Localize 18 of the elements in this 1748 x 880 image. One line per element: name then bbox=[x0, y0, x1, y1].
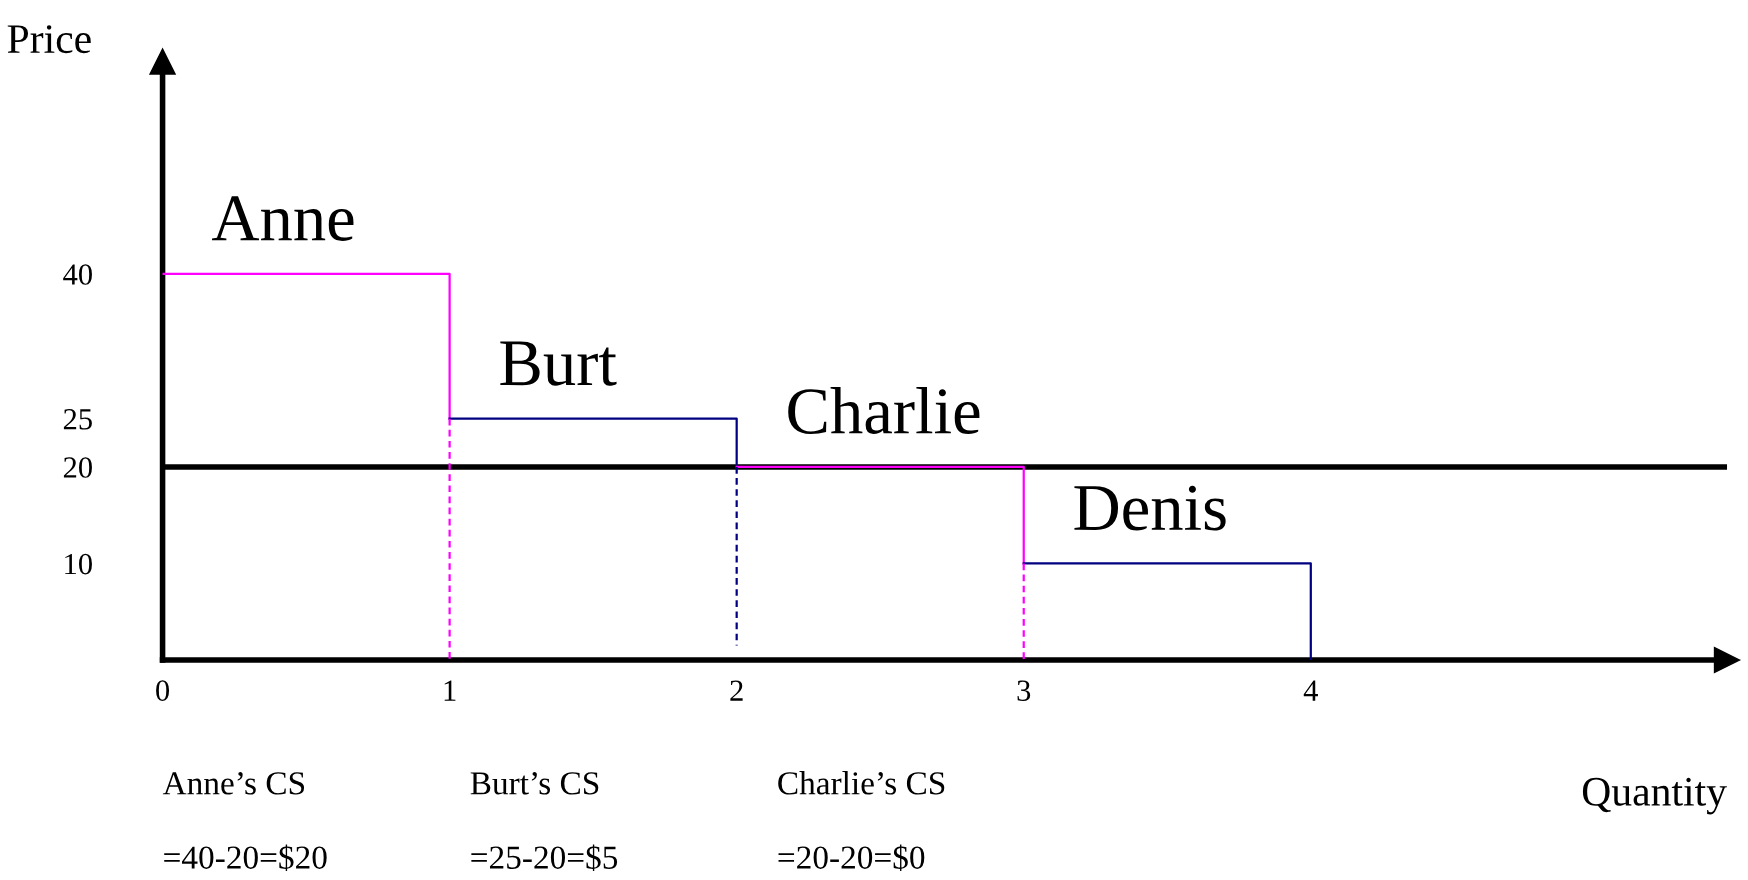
x-tick-label: 0 bbox=[156, 680, 170, 701]
y-tick-label: 10 bbox=[65, 553, 92, 575]
text: Burt’s CS =25-20=$5 bbox=[470, 772, 618, 872]
y-tick-label: 20 bbox=[63, 457, 92, 478]
series-label: Burt bbox=[500, 341, 617, 386]
y-tick-label: 25 bbox=[63, 409, 92, 430]
series-label: Denis bbox=[1074, 485, 1226, 531]
x-tick-label: 3 bbox=[1017, 680, 1031, 701]
x-tick-label: 4 bbox=[1303, 680, 1318, 701]
x-tick-label: 1 bbox=[444, 680, 456, 701]
text: Charlie’s CS =20-20=$0 bbox=[778, 771, 945, 872]
text: Anne’s CS =40-20=$20 bbox=[162, 772, 327, 872]
series-label: Charlie bbox=[788, 387, 980, 434]
y-tick-label: 40 bbox=[63, 264, 92, 285]
series-label: Anne bbox=[212, 196, 354, 241]
x-axis-title: Quantity bbox=[1582, 777, 1727, 815]
y-axis-title: Price bbox=[7, 25, 91, 54]
x-tick-label: 2 bbox=[730, 680, 743, 701]
